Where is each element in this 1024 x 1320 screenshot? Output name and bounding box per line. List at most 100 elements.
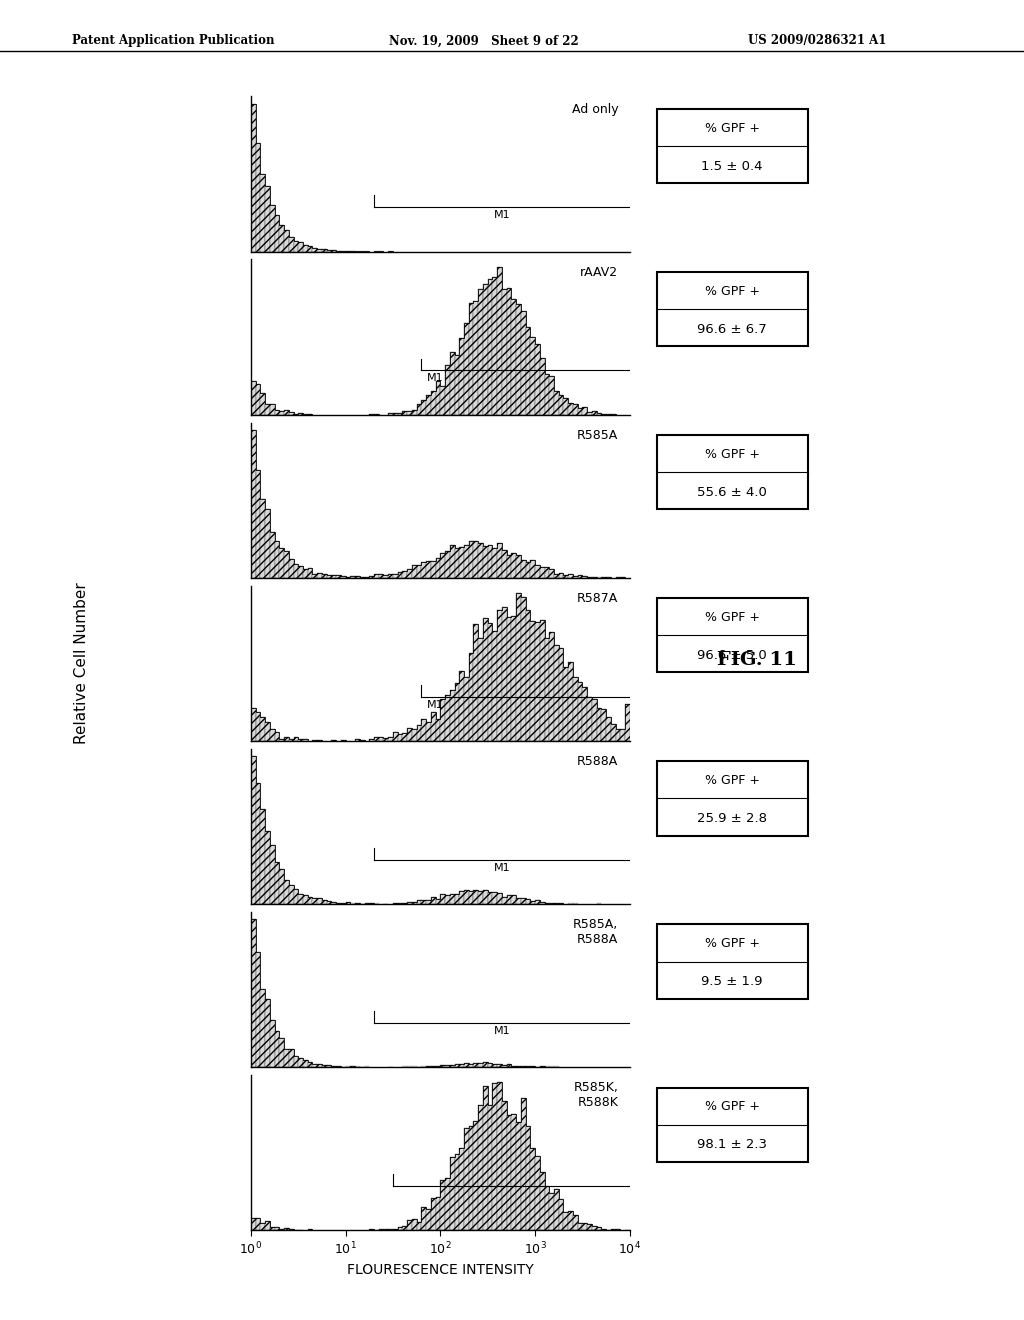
Text: M1: M1	[494, 1026, 510, 1036]
Bar	[530, 561, 536, 578]
Bar	[388, 574, 393, 578]
Bar	[568, 574, 573, 578]
Bar	[312, 1064, 317, 1067]
Bar	[280, 739, 284, 741]
Bar	[445, 694, 450, 741]
Bar	[601, 709, 606, 741]
Bar	[298, 566, 303, 578]
Bar	[350, 576, 355, 578]
Bar	[487, 623, 493, 741]
Bar	[294, 242, 298, 252]
Bar	[435, 380, 440, 414]
Bar	[298, 1057, 303, 1067]
Bar	[554, 644, 559, 741]
Bar	[487, 545, 493, 578]
Bar	[583, 688, 587, 741]
Bar	[322, 1065, 327, 1067]
Bar	[450, 894, 455, 904]
Bar	[402, 1226, 408, 1230]
Bar	[597, 708, 601, 741]
Bar	[578, 576, 583, 578]
Bar	[573, 576, 578, 578]
Bar	[431, 1197, 435, 1230]
Bar	[435, 718, 440, 741]
Bar	[355, 577, 359, 578]
Bar	[379, 738, 383, 741]
Bar	[583, 1224, 587, 1230]
Bar	[493, 548, 498, 578]
Bar	[397, 734, 402, 741]
Bar	[303, 1060, 307, 1067]
Text: % GPF +: % GPF +	[705, 1101, 760, 1114]
Bar	[280, 548, 284, 578]
Bar	[445, 550, 450, 578]
Bar	[289, 1049, 294, 1067]
Bar	[507, 1064, 511, 1067]
Bar	[284, 1228, 289, 1230]
Bar	[464, 1127, 469, 1230]
Text: M1: M1	[494, 863, 510, 873]
Bar	[530, 622, 536, 741]
Bar	[284, 230, 289, 252]
Bar	[408, 902, 412, 904]
Bar	[307, 1061, 312, 1067]
Bar	[440, 553, 445, 578]
Bar	[535, 622, 540, 741]
Text: Nov. 19, 2009   Sheet 9 of 22: Nov. 19, 2009 Sheet 9 of 22	[389, 34, 579, 48]
Bar	[450, 351, 455, 414]
Bar	[450, 1158, 455, 1230]
Bar	[578, 1224, 583, 1230]
Bar	[289, 238, 294, 252]
Bar	[554, 1189, 559, 1230]
Bar	[397, 413, 402, 414]
Bar	[502, 1101, 507, 1230]
Bar	[284, 1049, 289, 1067]
Bar	[525, 327, 530, 414]
Bar	[327, 576, 332, 578]
Bar	[445, 1177, 450, 1230]
Bar	[312, 574, 317, 578]
Bar	[455, 684, 459, 741]
Bar	[559, 573, 563, 578]
Bar	[274, 862, 280, 904]
Bar	[459, 672, 464, 741]
Bar	[408, 729, 412, 741]
Bar	[307, 568, 312, 578]
Bar	[383, 576, 388, 578]
Bar	[583, 576, 587, 578]
Bar	[260, 809, 265, 904]
Bar	[540, 566, 545, 578]
Text: R585A,
R588A: R585A, R588A	[573, 919, 618, 946]
Bar	[487, 279, 493, 414]
Bar	[502, 898, 507, 904]
Bar	[568, 404, 573, 414]
Bar	[455, 894, 459, 904]
Bar	[559, 1200, 563, 1230]
X-axis label: FLOURESCENCE INTENSITY: FLOURESCENCE INTENSITY	[347, 1263, 534, 1276]
Text: M1: M1	[494, 210, 510, 220]
Bar	[251, 1218, 256, 1230]
Bar	[502, 289, 507, 414]
Text: 96.6 ± 6.7: 96.6 ± 6.7	[697, 323, 767, 335]
Bar	[332, 902, 336, 904]
Bar	[431, 391, 435, 414]
Bar	[270, 845, 274, 904]
Bar	[545, 1187, 549, 1230]
Text: R587A: R587A	[578, 591, 618, 605]
Bar	[563, 1212, 568, 1230]
Bar	[469, 1126, 473, 1230]
Bar	[473, 624, 478, 741]
Bar	[412, 1218, 417, 1230]
Text: rAAV2: rAAV2	[581, 265, 618, 279]
Bar	[370, 576, 374, 578]
Bar	[487, 1064, 493, 1067]
Bar	[478, 1063, 483, 1067]
Bar	[284, 409, 289, 414]
Bar	[417, 725, 422, 741]
Bar	[307, 246, 312, 252]
Bar	[606, 717, 610, 741]
Bar	[332, 249, 336, 252]
Bar	[511, 1114, 516, 1230]
Bar	[493, 277, 498, 414]
Bar	[502, 1065, 507, 1067]
